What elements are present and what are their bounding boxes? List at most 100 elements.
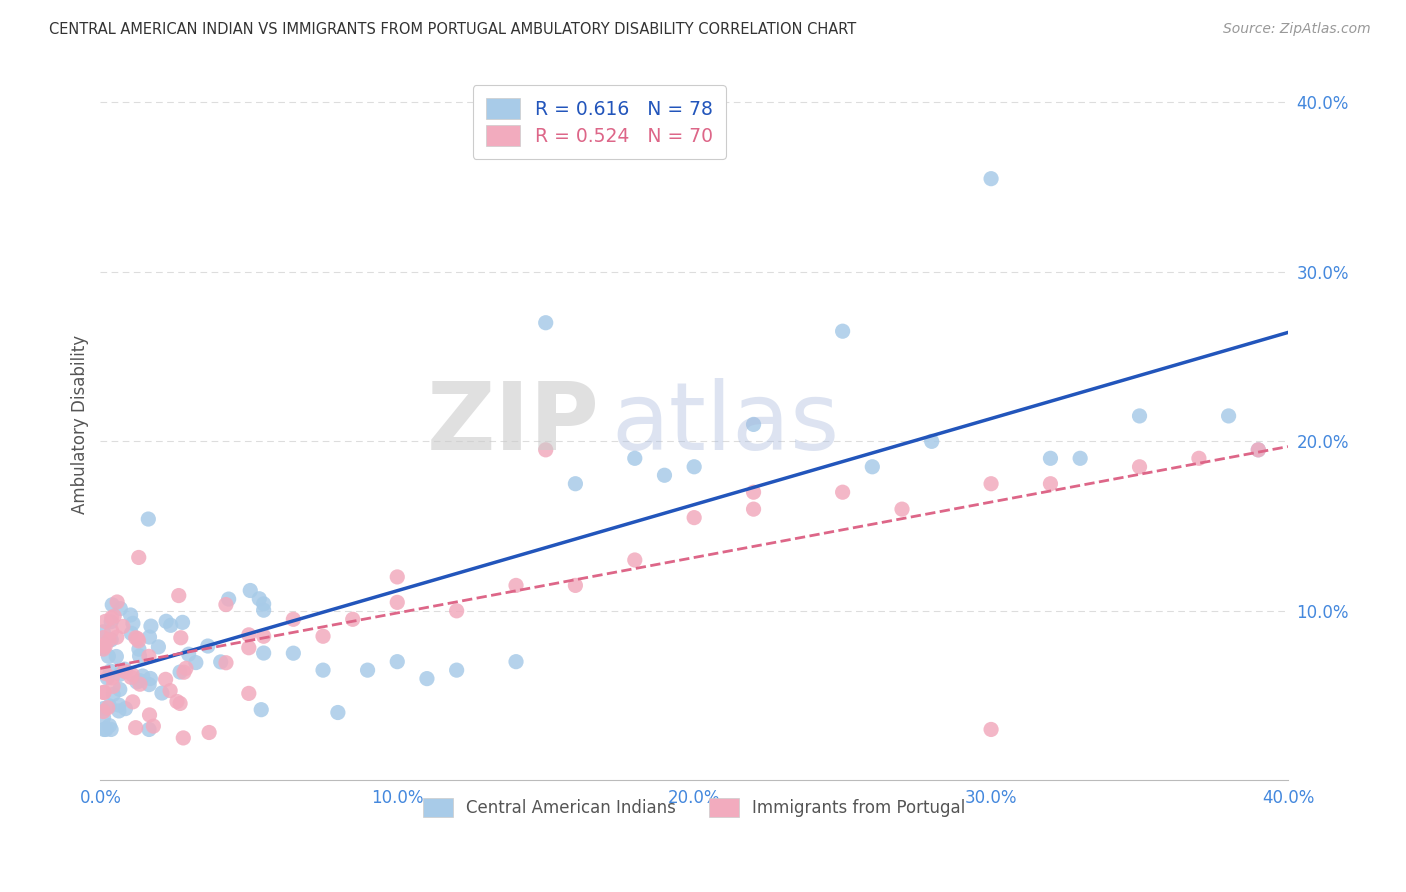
Point	[238, 628, 260, 642]
Point	[505, 655, 527, 669]
Text: CENTRAL AMERICAN INDIAN VS IMMIGRANTS FROM PORTUGAL AMBULATORY DISABILITY CORREL: CENTRAL AMERICAN INDIAN VS IMMIGRANTS FR…	[49, 22, 856, 37]
Point	[253, 597, 276, 611]
Point	[139, 672, 162, 686]
Text: ZIP: ZIP	[426, 378, 599, 470]
Point	[105, 630, 128, 644]
Point	[1069, 451, 1091, 466]
Point	[1039, 476, 1062, 491]
Point	[198, 725, 221, 739]
Point	[91, 624, 114, 639]
Point	[100, 632, 122, 647]
Point	[148, 640, 170, 654]
Point	[742, 417, 765, 432]
Point	[114, 701, 136, 715]
Point	[564, 578, 586, 592]
Point	[860, 459, 883, 474]
Point	[128, 642, 150, 657]
Point	[239, 583, 262, 598]
Point	[138, 723, 160, 737]
Point	[980, 723, 1002, 737]
Point	[446, 604, 468, 618]
Point	[93, 710, 115, 724]
Text: Source: ZipAtlas.com: Source: ZipAtlas.com	[1223, 22, 1371, 37]
Point	[446, 663, 468, 677]
Point	[100, 610, 122, 624]
Point	[283, 612, 305, 626]
Point	[124, 631, 146, 645]
Point	[356, 663, 378, 677]
Point	[94, 640, 117, 654]
Point	[139, 619, 162, 633]
Point	[247, 591, 270, 606]
Point	[101, 687, 124, 701]
Point	[138, 707, 160, 722]
Point	[215, 656, 238, 670]
Point	[173, 665, 195, 680]
Legend: Central American Indians, Immigrants from Portugal: Central American Indians, Immigrants fro…	[415, 790, 974, 825]
Point	[91, 638, 114, 652]
Point	[238, 640, 260, 655]
Point	[128, 633, 150, 648]
Point	[683, 459, 706, 474]
Point	[683, 510, 706, 524]
Point	[174, 661, 197, 675]
Point	[387, 595, 409, 609]
Point	[416, 672, 439, 686]
Point	[120, 626, 142, 640]
Point	[155, 614, 177, 628]
Point	[125, 721, 148, 735]
Point	[253, 629, 276, 643]
Y-axis label: Ambulatory Disability: Ambulatory Disability	[72, 334, 89, 514]
Point	[1039, 451, 1062, 466]
Point	[108, 682, 131, 697]
Point	[136, 512, 159, 526]
Point	[1247, 442, 1270, 457]
Point	[91, 641, 114, 656]
Point	[150, 686, 173, 700]
Point	[172, 731, 194, 745]
Point	[110, 601, 132, 615]
Point	[101, 679, 124, 693]
Point	[100, 624, 122, 638]
Point	[215, 598, 238, 612]
Point	[166, 694, 188, 708]
Point	[97, 700, 120, 714]
Point	[111, 619, 134, 633]
Point	[93, 723, 115, 737]
Point	[387, 655, 409, 669]
Point	[114, 665, 136, 679]
Point	[623, 451, 645, 466]
Point	[167, 589, 190, 603]
Point	[127, 632, 149, 646]
Point	[100, 723, 122, 737]
Point	[172, 615, 194, 630]
Point	[91, 705, 114, 719]
Point	[283, 646, 305, 660]
Point	[1128, 409, 1150, 423]
Point	[122, 616, 145, 631]
Point	[184, 656, 207, 670]
Point	[142, 719, 165, 733]
Point	[98, 664, 121, 678]
Point	[342, 612, 364, 626]
Point	[169, 697, 191, 711]
Point	[177, 647, 200, 661]
Point	[169, 665, 191, 679]
Point	[209, 655, 232, 669]
Point	[138, 677, 160, 691]
Point	[831, 324, 853, 338]
Point	[253, 603, 276, 617]
Point	[94, 666, 117, 681]
Point	[108, 667, 131, 681]
Point	[831, 485, 853, 500]
Point	[98, 719, 121, 733]
Point	[138, 649, 160, 664]
Point	[170, 631, 193, 645]
Point	[96, 671, 118, 685]
Point	[980, 171, 1002, 186]
Point	[534, 316, 557, 330]
Point	[1218, 409, 1240, 423]
Point	[121, 695, 143, 709]
Point	[155, 673, 177, 687]
Point	[93, 685, 115, 699]
